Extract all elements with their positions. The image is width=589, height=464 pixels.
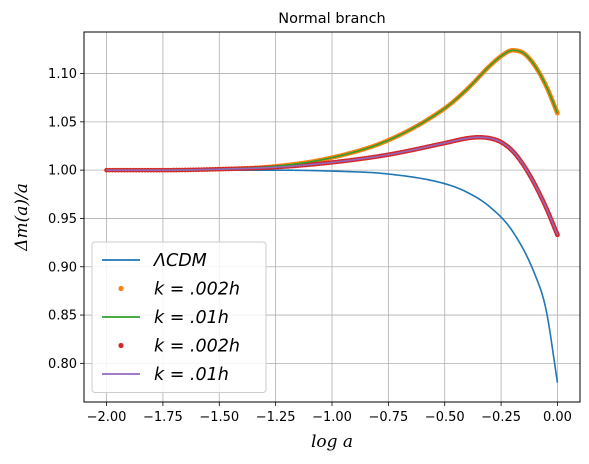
legend-entry: k = .01h — [102, 365, 229, 385]
x-tick-label: −0.50 — [425, 410, 465, 425]
legend-dot-swatch — [118, 285, 124, 292]
y-tick-label: 0.80 — [48, 357, 77, 372]
legend: ΛCDM k = .002h k = .01h k = .002h k = .01h — [91, 241, 267, 393]
y-axis-label: Δm(a)/a — [12, 183, 32, 252]
x-tick-label: −0.25 — [481, 410, 521, 425]
legend-entry: k = .01h — [102, 308, 229, 328]
ticks: −2.00 −1.75 −1.50 −1.25 −1.00 −0.75 −0.50 −0.25… — [48, 67, 572, 425]
x-tick-label: 0.00 — [543, 410, 572, 425]
legend-entry: k = .002h — [118, 337, 240, 357]
y-tick-label: 0.90 — [48, 260, 77, 275]
legend-label: k = .01h — [154, 308, 229, 328]
x-tick-label: −1.50 — [199, 410, 239, 425]
y-tick-label: 0.95 — [48, 212, 77, 227]
series-4 — [106, 136, 559, 236]
legend-entry: ΛCDM — [102, 251, 207, 271]
legend-label: k = .01h — [154, 365, 229, 385]
x-axis-label: log a — [311, 432, 353, 452]
x-tick-label: −1.75 — [143, 410, 183, 425]
legend-box — [91, 241, 267, 393]
y-tick-label: 1.10 — [48, 67, 77, 82]
legend-label: ΛCDM — [152, 251, 207, 271]
chart-title: Normal branch — [278, 11, 385, 27]
x-tick-label: −1.25 — [256, 410, 296, 425]
series-line — [106, 136, 559, 236]
legend-entry: k = .002h — [118, 280, 240, 300]
legend-dot-swatch — [118, 342, 124, 349]
x-tick-label: −0.75 — [368, 410, 408, 425]
y-tick-label: 0.85 — [48, 309, 77, 324]
y-tick-label: 1.05 — [48, 115, 77, 130]
legend-label: k = .002h — [154, 337, 240, 357]
x-tick-label: −2.00 — [87, 410, 127, 425]
legend-label: k = .002h — [154, 280, 240, 300]
y-tick-label: 1.00 — [48, 164, 77, 179]
x-tick-label: −1.00 — [312, 410, 352, 425]
series-layer — [104, 48, 560, 383]
